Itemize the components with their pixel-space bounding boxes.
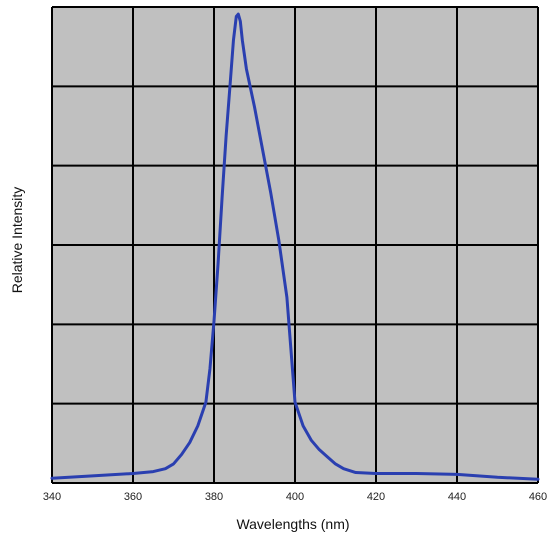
x-axis-label: Wavelengths (nm) [236, 516, 349, 532]
series-line [50, 12, 540, 481]
x-tick-labels: 340 360 380 400 420 440 460 [43, 491, 547, 503]
y-axis-label: Relative Intensity [9, 187, 25, 294]
x-tick-label: 400 [286, 491, 304, 503]
x-tick-label: 460 [529, 491, 547, 503]
grid-layer [51, 6, 539, 484]
x-tick-label: 340 [43, 491, 61, 503]
x-tick-label: 420 [367, 491, 385, 503]
x-tick-label: 360 [124, 491, 142, 503]
x-tick-label: 380 [205, 491, 223, 503]
series-layer [50, 12, 540, 481]
x-tick-label: 440 [448, 491, 466, 503]
